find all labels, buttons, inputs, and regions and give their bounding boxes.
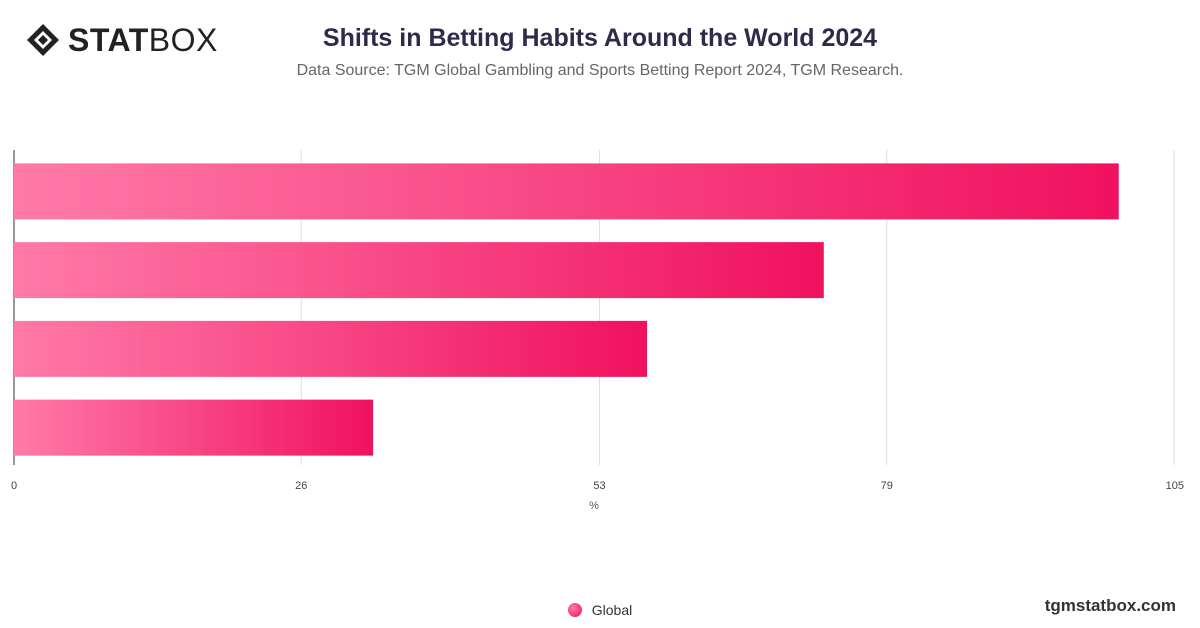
legend-marker-global xyxy=(567,603,582,617)
logo-text: STATBOX xyxy=(68,22,218,58)
chart-title: Shifts in Betting Habits Around the Worl… xyxy=(322,24,878,52)
bar-4[interactable] xyxy=(14,399,374,456)
site-url: tgmstatbox.com xyxy=(1044,596,1176,615)
x-axis-label: % xyxy=(589,500,599,512)
x-tick-label: 0 xyxy=(11,480,17,492)
legend-label-global: Global xyxy=(591,602,633,618)
chart-subtitle: Data Source: TGM Global Gambling and Spo… xyxy=(296,62,904,79)
bar-1[interactable] xyxy=(14,163,1119,220)
x-tick-label: 53 xyxy=(593,480,605,492)
statbox-logo-icon xyxy=(27,24,59,56)
x-tick-label: 79 xyxy=(881,480,893,492)
statbox-logo[interactable]: STATBOX xyxy=(26,22,218,58)
bar-2[interactable] xyxy=(14,242,824,299)
x-tick-label: 105 xyxy=(1166,480,1184,492)
x-tick-label: 26 xyxy=(295,480,307,492)
legend[interactable]: Global xyxy=(0,602,1200,618)
bar-3[interactable] xyxy=(14,320,648,377)
